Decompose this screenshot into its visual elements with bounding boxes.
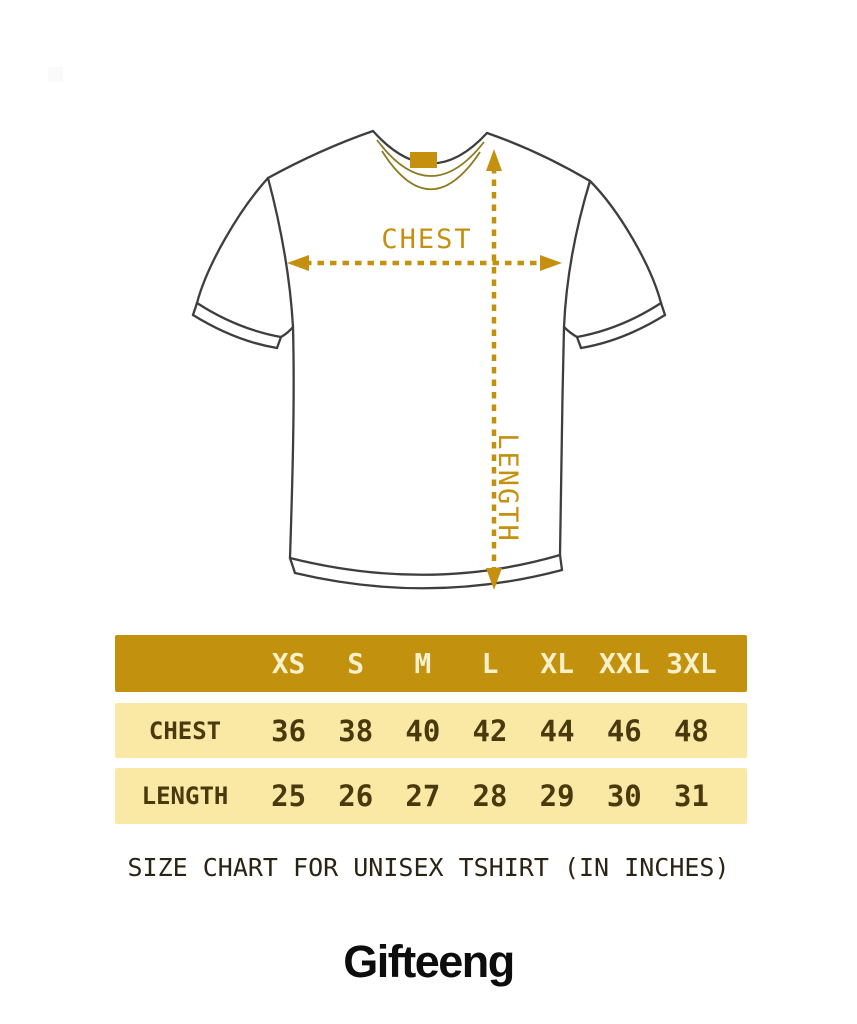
brand-logo: Gifteeng: [343, 936, 515, 987]
length-value-xxl: 30: [606, 779, 642, 813]
header-size-xl: XL: [540, 647, 574, 680]
chest-measure-label: CHEST: [381, 224, 472, 255]
chest-value-xs: 36: [271, 713, 307, 748]
size-chart-caption: SIZE CHART FOR UNISEX TSHIRT (IN INCHES): [127, 853, 730, 882]
length-arrow: [486, 149, 502, 590]
length-value-m: 27: [405, 779, 441, 813]
row-label-chest: CHEST: [148, 716, 222, 745]
chest-arrowhead-left: [287, 255, 309, 271]
length-value-3xl: 31: [673, 779, 709, 813]
chest-value-l: 42: [472, 713, 508, 748]
table-row-chest: CHEST 36 38 40 42 44 46 48: [115, 703, 747, 758]
header-size-s: S: [347, 647, 365, 680]
chest-value-s: 38: [338, 713, 374, 748]
size-table: XS S M L XL XXL 3XL CHEST 36 38 40 42 44…: [115, 635, 747, 824]
faint-watermark-square: [48, 67, 63, 82]
header-size-l: L: [481, 647, 499, 680]
table-row-length: LENGTH 25 26 27 28 29 30 31: [115, 768, 747, 824]
collar-ribbing: [376, 139, 485, 190]
size-table-header-row: XS S M L XL XXL 3XL: [115, 635, 747, 692]
header-size-xxl: XXL: [598, 647, 650, 680]
chest-arrowhead-right: [540, 255, 562, 271]
chest-value-m: 40: [405, 713, 441, 748]
header-size-m: M: [414, 647, 432, 680]
length-value-l: 28: [472, 779, 508, 813]
chest-value-3xl: 48: [673, 713, 709, 748]
length-value-s: 26: [338, 779, 374, 813]
chest-arrow: [287, 255, 562, 271]
header-size-xs: XS: [271, 647, 306, 680]
collar-label-tag: [410, 152, 437, 168]
tshirt-outline: [191, 129, 667, 590]
header-size-3xl: 3XL: [666, 647, 717, 680]
tshirt-diagram: CHEST LENGTH: [191, 129, 667, 590]
row-label-length: LENGTH: [141, 782, 229, 810]
length-arrowhead-bottom: [486, 568, 502, 590]
chest-value-xxl: 46: [606, 713, 642, 748]
length-measure-label: LENGTH: [492, 433, 523, 543]
chest-value-xl: 44: [539, 713, 575, 748]
length-value-xl: 29: [539, 779, 575, 813]
length-value-xs: 25: [271, 779, 307, 813]
length-arrowhead-top: [486, 149, 502, 171]
